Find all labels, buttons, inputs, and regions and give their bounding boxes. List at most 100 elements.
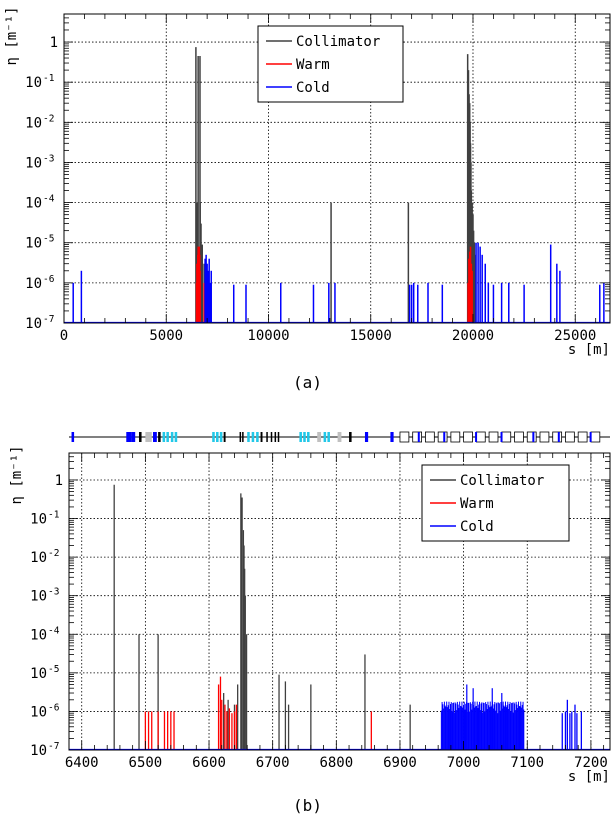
lattice-element <box>162 432 166 442</box>
lattice-dipole <box>475 431 486 443</box>
lattice-dipole <box>425 431 435 443</box>
lattice-element <box>299 432 302 442</box>
lattice-element <box>307 432 310 442</box>
lattice-element <box>390 432 394 442</box>
x-tick-label: 25000 <box>554 328 596 344</box>
lattice-element <box>153 432 157 442</box>
x-tick-label: 7000 <box>447 755 481 771</box>
x-tick-label: 6900 <box>383 755 417 771</box>
x-tick-label: 6500 <box>129 755 163 771</box>
x-tick-label: 0 <box>60 328 68 344</box>
y-tick-exponent: -3 <box>48 587 59 598</box>
chart-panel-a: 10-710-610-510-410-310-210-110 5000 10000 1… <box>4 6 611 358</box>
x-axis-label: s [m] <box>568 769 610 785</box>
legend-label: Warm <box>296 57 330 73</box>
y-tick-exponent: -5 <box>48 664 59 675</box>
y-axis-label: η [m⁻¹] <box>9 445 25 504</box>
y-tick-exponent: -2 <box>48 548 59 559</box>
y-tick-label: 10 <box>30 627 47 643</box>
lattice-dipole <box>488 431 499 443</box>
y-tick-label: 10 <box>25 276 42 292</box>
lattice-dipole <box>577 431 588 443</box>
x-tick-label: 5000 <box>149 328 183 344</box>
lattice-dipole <box>412 431 423 443</box>
y-tick-label: 10 <box>25 75 42 91</box>
y-tick-exponent: -2 <box>43 113 54 124</box>
y-tick-exponent: -7 <box>43 314 54 325</box>
y-tick-exponent: -5 <box>43 234 54 245</box>
x-tick-label: 7200 <box>574 755 608 771</box>
y-tick-label: 10 <box>30 512 47 528</box>
lattice-dipole <box>539 431 550 443</box>
lattice-element <box>303 432 306 442</box>
lattice-quad <box>443 432 446 442</box>
lattice-element <box>323 432 327 442</box>
y-axis-label: η [m⁻¹] <box>4 6 20 65</box>
lattice-quad <box>557 432 560 442</box>
y-tick-label: 1 <box>55 473 63 489</box>
x-tick-label: 6700 <box>256 755 290 771</box>
lattice-dipole <box>463 431 473 443</box>
lattice-element <box>274 432 277 442</box>
lattice-element <box>266 432 268 442</box>
lattice-element <box>247 432 250 442</box>
y-tick-label: 10 <box>30 704 47 720</box>
legend-label: Cold <box>296 80 330 96</box>
lattice-element <box>223 432 226 442</box>
caption-a: (a) <box>293 373 322 392</box>
lattice-element <box>251 432 255 442</box>
y-tick-label: 10 <box>25 316 42 332</box>
lattice-element <box>170 432 174 442</box>
lattice-dipole <box>501 431 512 443</box>
lattice-element <box>337 432 342 442</box>
legend-label: Collimator <box>460 473 544 489</box>
lattice-element <box>327 432 330 442</box>
lattice-element <box>212 432 215 442</box>
y-tick-exponent: -4 <box>48 625 60 636</box>
lattice-element <box>270 432 273 442</box>
lattice-element <box>145 432 152 442</box>
y-tick-exponent: -3 <box>43 153 54 164</box>
y-tick-exponent: -1 <box>43 73 55 84</box>
lattice-element <box>317 432 322 442</box>
lattice-dipole <box>450 431 461 443</box>
y-tick-exponent: -1 <box>48 510 60 521</box>
lattice-dipole <box>514 431 524 443</box>
x-axis-label: s [m] <box>568 342 610 358</box>
lattice-element <box>216 432 219 442</box>
lattice-quad <box>475 432 478 442</box>
lattice-dipole <box>552 431 563 443</box>
x-tick-label: 6800 <box>319 755 353 771</box>
lattice-quad <box>532 432 535 442</box>
lattice-element <box>364 432 369 442</box>
lattice-element <box>260 432 263 442</box>
y-tick-label: 10 <box>30 550 47 566</box>
lattice-element <box>158 432 161 442</box>
y-tick-exponent: -6 <box>43 274 55 285</box>
y-tick-exponent: -4 <box>43 194 55 205</box>
y-tick-label: 10 <box>30 589 47 605</box>
lattice-element <box>174 432 178 442</box>
y-tick-label: 10 <box>30 743 47 759</box>
legend-label: Warm <box>460 496 494 512</box>
lattice-element <box>277 432 280 442</box>
lattice-element <box>139 432 142 442</box>
lattice-element <box>239 432 242 442</box>
legend-label: Collimator <box>296 34 380 50</box>
x-tick-label: 10000 <box>247 328 289 344</box>
y-tick-exponent: -7 <box>48 741 59 752</box>
y-tick-label: 10 <box>25 236 42 252</box>
lattice-element <box>126 432 132 442</box>
lattice-dipole <box>399 431 410 443</box>
y-tick-exponent: -6 <box>48 702 60 713</box>
lattice-quad <box>417 432 420 442</box>
y-tick-label: 10 <box>25 115 42 131</box>
lattice-element <box>131 432 136 442</box>
lattice-element <box>219 432 223 442</box>
lattice-dipole <box>437 431 448 443</box>
lattice-element <box>349 432 352 442</box>
caption-b: (b) <box>293 796 322 815</box>
x-tick-label: 6400 <box>65 755 99 771</box>
y-tick-label: 10 <box>25 155 42 171</box>
